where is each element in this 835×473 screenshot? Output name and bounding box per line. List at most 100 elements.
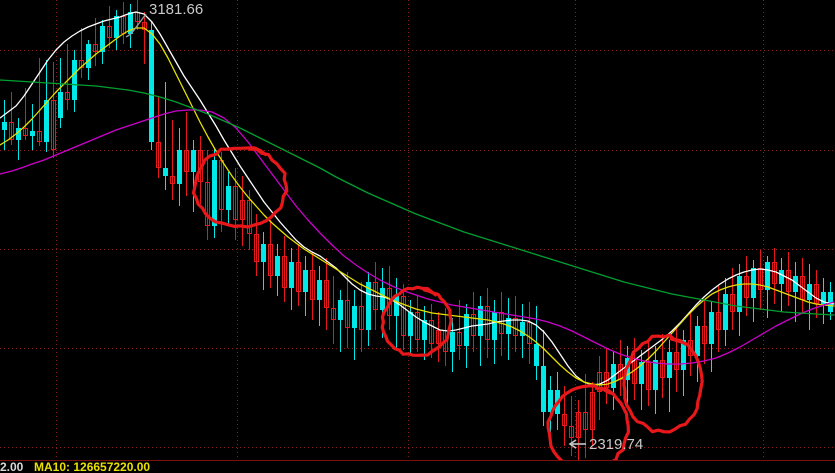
candle-body-down [247,200,252,234]
ma-line-ma60 [0,79,835,316]
candle-body-up [177,150,182,184]
candle-body-down [170,176,175,184]
candle-body-up [191,150,196,172]
candle-body-up [681,340,686,370]
candle-body-up [667,352,672,378]
candle-body-down [716,312,721,330]
candle-body-up [653,360,658,390]
candle-body-down [513,318,518,336]
candle-body-up [464,314,469,346]
candle-body-up [128,12,133,34]
candle-body-up [100,26,105,52]
candle-body-up [58,92,63,118]
ma-line-ma10 [0,27,835,386]
candle-body-down [254,234,259,262]
candle-body-down [240,200,245,220]
panel-divider [0,460,835,461]
candle-body-up [149,30,154,142]
candle-body-down [282,256,287,288]
candle-body-down [310,270,315,300]
circle-3[interactable] [546,384,631,460]
candle-body-up [2,122,7,130]
callout-arrow-head [568,439,577,449]
candle-body-up [821,292,826,304]
candle-body-down [730,294,735,312]
candle-body-down [772,262,777,284]
candle-body-down [107,26,112,38]
circle-1[interactable] [191,146,289,229]
candle-body-up [163,168,168,176]
circle-2[interactable] [380,285,453,357]
candle-body-up [737,276,742,312]
candle-body-up [828,292,833,312]
circle-4[interactable] [622,333,704,434]
candlestick-series [2,0,833,460]
grid-layer [0,0,835,460]
candle-body-down [345,300,350,328]
candle-body-up [289,262,294,288]
candle-body-down [23,128,28,136]
candle-body-up [72,60,77,100]
candle-body-up [30,131,35,136]
candle-body-up [338,300,343,320]
candle-body-up [86,44,91,68]
candle-body-up [548,390,553,412]
candle-body-down [37,131,42,142]
ma-line-ma20 [0,109,835,365]
candle-body-up [114,16,119,38]
candle-body-up [352,306,357,328]
candle-body-down [786,270,791,292]
candle-body-up [478,306,483,336]
price-chart-panel[interactable] [0,0,835,460]
candle-body-down [65,92,70,100]
candle-body-down [296,262,301,292]
candle-body-down [9,122,14,140]
candle-body-down [156,142,161,168]
candle-body-down [436,330,441,344]
candle-body-down [646,362,651,390]
callout-leader-tick [125,33,132,38]
candle-body-up [492,312,497,340]
status-left-value: 2.00 [0,461,24,473]
high-price-callout-label: 3181.66 [149,1,204,18]
candle-body-down [359,306,364,330]
candle-body-up [212,160,217,226]
callout-leader-line [130,13,147,35]
candle-body-down [527,322,532,344]
candle-body-down [457,332,462,346]
candle-body-up [380,288,385,310]
candle-body-down [590,392,595,430]
hand-drawn-annotations [125,13,704,460]
candle-body-up [450,332,455,352]
candle-body-up [44,100,49,142]
candle-body-down [674,352,679,370]
candle-body-down [597,372,602,392]
candle-body-up [723,294,728,330]
candle-body-down [562,414,567,426]
candle-body-up [317,280,322,300]
candle-body-down [331,308,336,320]
candle-body-down [268,244,273,276]
candle-body-up [366,282,371,330]
candle-body-up [695,326,700,356]
candle-body-up [408,312,413,336]
volume-indicator-status-bar: 2.00 MA10: 126657220.00 [0,461,835,473]
candle-body-up [779,270,784,284]
candle-body-down [205,182,210,226]
candle-body-down [142,22,147,30]
moving-average-lines [0,11,835,386]
candle-body-down [569,426,574,438]
candle-body-down [583,412,588,430]
candle-body-up [709,312,714,344]
candle-body-up [765,262,770,290]
low-price-callout-label: 2319.74 [589,436,644,453]
candle-body-down [660,360,665,378]
candle-body-down [233,186,238,220]
candle-body-up [275,256,280,276]
candle-body-down [744,276,749,298]
candle-body-down [576,412,581,438]
candle-body-up [261,244,266,262]
candle-body-down [324,280,329,308]
candle-body-up [751,268,756,298]
